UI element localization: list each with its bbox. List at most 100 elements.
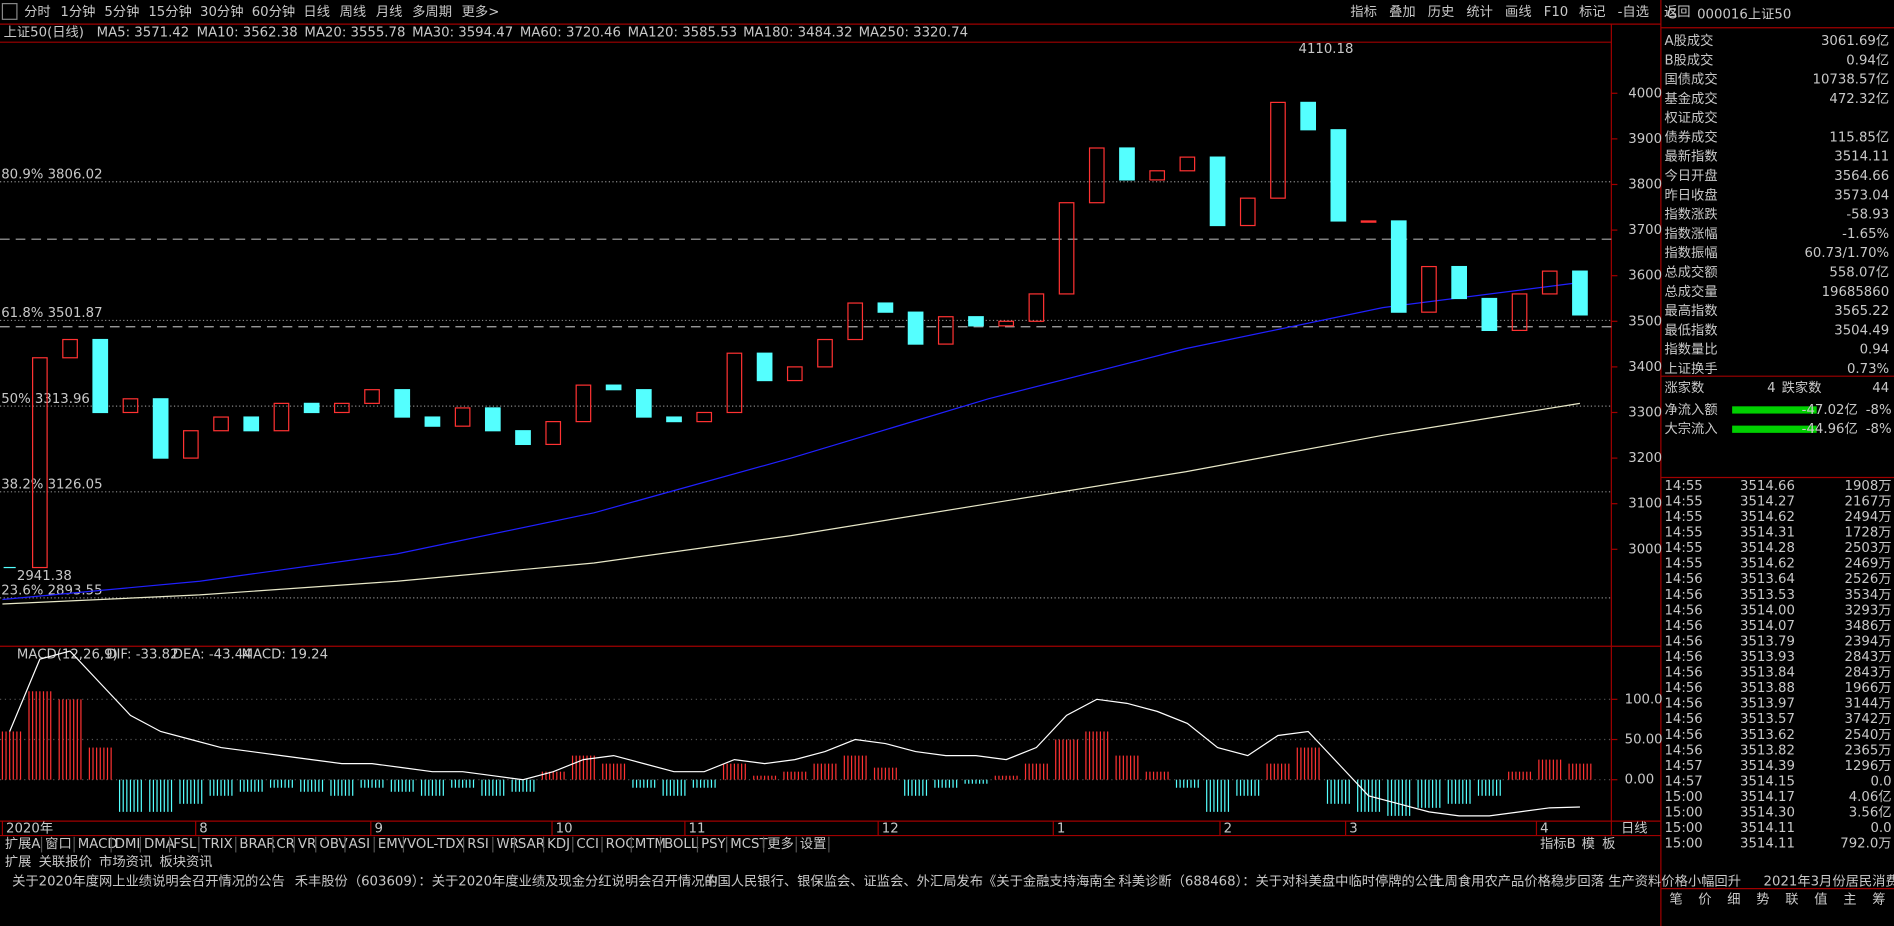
period-tab[interactable]: 多周期 (412, 3, 452, 20)
panel-tab[interactable]: 价 (1698, 892, 1711, 907)
tool-button[interactable]: 画线 (1505, 4, 1532, 20)
news-item[interactable]: 科美诊断（688468）：关于对科美盘中临时停牌的公告 (1119, 872, 1442, 889)
y-tick-label: 3200 (1628, 451, 1662, 466)
trade-price: 3513.64 (1740, 572, 1795, 587)
tool-button[interactable]: 历史 (1428, 4, 1455, 20)
indicator-tab[interactable]: WR (496, 837, 518, 852)
tool-button[interactable]: 标记 (1579, 4, 1606, 20)
tool-button[interactable]: 叠加 (1389, 4, 1416, 20)
indicator-tab[interactable]: KDJ (547, 837, 570, 852)
tool-button[interactable]: 返回 (1664, 4, 1691, 20)
period-tab[interactable]: 分时 (24, 4, 51, 20)
ma-curve (2, 281, 1581, 601)
indicator-tab[interactable]: 窗口 (45, 835, 72, 852)
trade-time: 14:56 (1664, 572, 1702, 587)
candle (575, 384, 592, 423)
trade-volume: 2394万 (1845, 634, 1892, 649)
panel-tab[interactable]: 筹 (1872, 890, 1885, 907)
info-tab[interactable]: 市场资讯 (99, 853, 152, 870)
indicator-tab[interactable]: VOL-TDX (407, 837, 464, 852)
candle (1119, 147, 1135, 181)
period-tab[interactable]: 更多> (462, 3, 500, 20)
tool-button[interactable]: F10 (1544, 5, 1569, 20)
indicator-tab[interactable]: MCST (730, 837, 768, 852)
quote-label: 总成交量 (1664, 283, 1717, 300)
fib-label: 23.6% 2893.55 (1, 584, 102, 599)
trade-price: 3514.17 (1740, 790, 1795, 805)
indicator-tab[interactable]: EMV (378, 837, 407, 852)
indicator-tab[interactable]: VR (298, 837, 316, 852)
indicator-tab[interactable]: 设置 (800, 836, 827, 852)
indicator-tab[interactable]: 扩展A (5, 836, 41, 852)
indicator-tab[interactable]: TRIX (201, 837, 232, 852)
indicator-tab[interactable]: ROC (606, 837, 635, 852)
indicator-tab[interactable]: CCI (576, 837, 598, 852)
news-item[interactable]: 中国人民银行、银保监会、证监会、外汇局发布《关于金融支持海南全 (704, 872, 1116, 889)
tool-button[interactable]: 指标 (1350, 4, 1377, 20)
panel-tab[interactable]: 值 (1814, 891, 1827, 907)
candle (1179, 156, 1196, 172)
trade-price: 3514.11 (1740, 837, 1795, 852)
trade-volume: 2540万 (1845, 728, 1892, 743)
indicator-tab[interactable]: MTM (635, 837, 666, 852)
indicator-tab[interactable]: 更多 (767, 835, 794, 852)
news-item[interactable]: 关于2020年度网上业绩说明会召开情况的公告 (12, 873, 285, 889)
period-tab[interactable]: 30分钟 (200, 3, 243, 20)
period-tab[interactable]: 60分钟 (252, 3, 295, 20)
indicator-tab[interactable]: BOLL (664, 837, 699, 852)
indicator-tab[interactable]: MACD (78, 837, 118, 852)
indicator-tab[interactable]: RSI (467, 837, 489, 852)
trade-volume: 2503万 (1845, 541, 1892, 556)
tool-button[interactable]: 统计 (1466, 4, 1493, 20)
flow-pct: -8% (1866, 422, 1892, 437)
trade-volume: 2843万 (1845, 650, 1892, 665)
info-tab[interactable]: 关联报价 (39, 854, 92, 870)
period-tab[interactable]: 15分钟 (148, 3, 191, 20)
quote-value: 115.85亿 (1829, 129, 1889, 145)
panel-tab[interactable]: 势 (1756, 891, 1769, 907)
candle (1058, 202, 1075, 295)
indicator-tab[interactable]: CR (276, 837, 295, 852)
trade-time: 14:56 (1664, 619, 1702, 634)
indicator-tab[interactable]: DMA (144, 837, 175, 852)
candle (817, 338, 833, 368)
indicator-tab[interactable]: PSY (701, 837, 726, 852)
period-tab[interactable]: 周线 (340, 4, 367, 20)
candle (1028, 293, 1045, 322)
trade-price: 3513.82 (1740, 743, 1795, 758)
panel-tab[interactable]: 细 (1727, 891, 1740, 907)
candle (243, 416, 260, 432)
news-item[interactable]: 2021年3月份居民消费价格 (1764, 873, 1894, 889)
news-ticker: 关于2020年度网上业绩说明会召开情况的公告 禾丰股份（603609）：关于202… (12, 872, 1894, 889)
news-item[interactable]: 禾丰股份（603609）：关于2020年度业绩及现金分红说明会召开情况的 (295, 873, 718, 889)
candle (1572, 270, 1588, 316)
panel-tab[interactable]: 联 (1785, 891, 1798, 907)
indicator-tab[interactable]: SAR (518, 837, 545, 852)
indicator-tab[interactable]: BRAR (239, 837, 275, 852)
indicator-tab[interactable]: FSL (173, 837, 197, 852)
indicator-tab[interactable]: ASI (349, 837, 370, 852)
ma-legend: MA60: 3720.46 (520, 26, 621, 41)
period-tab[interactable]: 日线 (303, 4, 330, 20)
period-tab[interactable]: 5分钟 (104, 3, 139, 20)
flow-bar (1732, 425, 1817, 433)
tool-button[interactable]: -自选 (1618, 4, 1649, 20)
indicator-tab[interactable]: 指标B (1540, 836, 1576, 852)
quote-value: 3573.04 (1834, 188, 1889, 203)
period-tab[interactable]: 1分钟 (60, 3, 95, 20)
indicator-tab[interactable]: 模 (1582, 836, 1595, 852)
indicator-tab[interactable]: DMI (115, 837, 141, 852)
trade-time: 15:00 (1664, 790, 1702, 805)
indicator-tab[interactable]: OBV (319, 837, 347, 852)
info-tab[interactable]: 扩展 (5, 854, 32, 870)
month-label: 9 (374, 821, 382, 836)
panel-tab[interactable]: 主 (1843, 891, 1856, 907)
panel-tab[interactable]: 笔 (1669, 891, 1682, 907)
period-tab[interactable]: 月线 (376, 4, 403, 20)
info-tab[interactable]: 板块资讯 (159, 854, 212, 870)
flow-label: 大宗流入 (1664, 421, 1717, 437)
candle (394, 389, 411, 418)
quote-label: 总成交额 (1664, 264, 1717, 281)
news-item[interactable]: 上周食用农产品价格稳步回落 生产资料价格小幅回升 (1431, 872, 1741, 889)
indicator-tab[interactable]: 板 (1602, 836, 1615, 852)
